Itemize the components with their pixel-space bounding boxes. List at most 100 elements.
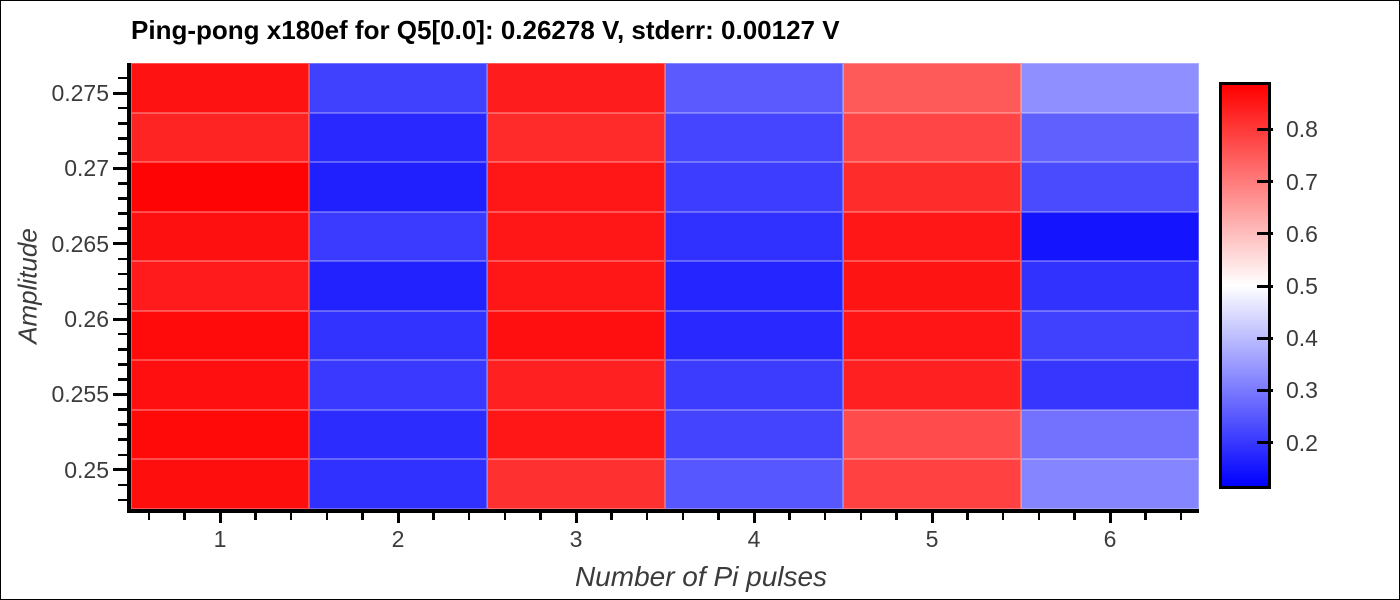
x-minor-tick	[859, 513, 863, 520]
heatmap-cell	[665, 310, 843, 361]
heatmap-cell	[131, 409, 309, 460]
y-minor-tick	[118, 287, 127, 291]
x-tick-label: 1	[213, 526, 227, 552]
heatmap-cell	[665, 409, 843, 460]
heatmap-cell	[309, 211, 487, 262]
y-minor-tick	[118, 332, 127, 336]
y-minor-tick	[118, 348, 127, 351]
heatmap-cell	[131, 63, 309, 113]
x-axis-title: Number of Pi pulses	[574, 561, 828, 592]
heatmap-cell	[665, 211, 843, 262]
heatmap-cell	[843, 211, 1021, 262]
y-tick-label: 0.25	[64, 456, 109, 483]
y-minor-tick	[118, 438, 127, 441]
heatmap-cell	[843, 162, 1021, 212]
colorbar-tick	[1257, 388, 1273, 392]
x-major-tick	[930, 513, 934, 523]
heatmap-cell	[1021, 310, 1199, 361]
x-minor-tick	[966, 513, 969, 520]
x-major-tick	[752, 513, 756, 523]
y-tick-label: 0.275	[51, 80, 109, 107]
y-tick-label: 0.27	[64, 155, 109, 182]
heatmap-cell	[1021, 63, 1199, 113]
y-minor-tick	[118, 76, 127, 80]
colorbar-tick	[1257, 180, 1273, 184]
y-minor-tick	[118, 363, 127, 366]
y-minor-tick	[118, 197, 127, 200]
heatmap-cell	[487, 63, 665, 113]
y-axis-spine	[127, 63, 131, 513]
x-major-tick	[1108, 513, 1112, 523]
y-major-tick	[113, 468, 127, 472]
x-minor-tick	[1001, 513, 1005, 520]
heatmap-cell	[131, 310, 309, 361]
x-axis-spine	[127, 509, 1199, 513]
heatmap-cell	[665, 112, 843, 163]
x-minor-tick	[183, 513, 186, 520]
heatmap-cell	[309, 360, 487, 410]
heatmap-cell	[1021, 409, 1199, 460]
x-minor-tick	[147, 513, 151, 520]
y-minor-tick	[118, 212, 127, 215]
heatmap-cell	[843, 261, 1021, 311]
heatmap-cell	[1021, 162, 1199, 212]
heatmap-cell	[309, 112, 487, 163]
y-tick-label: 0.255	[51, 381, 109, 408]
colorbar-tick-label: 0.3	[1286, 377, 1318, 404]
heatmap-cell	[131, 360, 309, 410]
x-minor-tick	[254, 513, 257, 520]
heatmap-cell	[309, 409, 487, 460]
y-minor-tick	[118, 137, 127, 140]
heatmap-cell	[487, 211, 665, 262]
x-tick-label: 6	[1103, 526, 1117, 552]
heatmap-cell	[1021, 261, 1199, 311]
y-major-tick	[113, 317, 127, 321]
colorbar-tick	[1257, 336, 1273, 340]
y-major-tick	[113, 392, 127, 396]
x-tick-label: 2	[391, 526, 405, 552]
x-tick-label: 5	[925, 526, 939, 552]
heatmap-cell	[1021, 360, 1199, 410]
colorbar-tick-label: 0.4	[1286, 325, 1318, 352]
x-minor-tick	[503, 513, 507, 520]
colorbar-tick	[1257, 441, 1273, 445]
x-minor-tick	[361, 513, 364, 520]
y-minor-tick	[118, 182, 127, 185]
heatmap-cell	[309, 459, 487, 509]
chart-title: Ping-pong x180ef for Q5[0.0]: 0.26278 V,…	[131, 15, 840, 45]
colorbar-tick-label: 0.2	[1286, 429, 1318, 456]
colorbar-tick	[1257, 127, 1273, 131]
colorbar-tick	[1257, 232, 1273, 236]
y-minor-tick	[118, 408, 127, 411]
heatmap-cell	[131, 112, 309, 163]
heatmap-cell	[665, 162, 843, 212]
x-minor-tick	[717, 513, 720, 520]
heatmap-cell	[843, 360, 1021, 410]
heatmap-cell	[131, 162, 309, 212]
colorbar-tick-label: 0.8	[1286, 116, 1318, 143]
y-minor-tick	[118, 106, 127, 110]
x-minor-tick	[895, 513, 898, 520]
x-minor-tick	[325, 513, 329, 520]
heatmap-cell	[1021, 211, 1199, 262]
y-tick-label: 0.26	[64, 306, 109, 333]
x-major-tick	[396, 513, 400, 523]
y-minor-tick	[118, 483, 127, 487]
heatmap-cell	[131, 459, 309, 509]
colorbar-tick	[1257, 284, 1273, 288]
colorbar-tick-label: 0.5	[1286, 273, 1318, 300]
heatmap-cell	[843, 112, 1021, 163]
heatmap-cell	[487, 360, 665, 410]
x-minor-tick	[539, 513, 542, 520]
x-minor-tick	[681, 513, 685, 520]
heatmap-cell	[131, 261, 309, 311]
y-minor-tick	[118, 423, 127, 426]
colorbar-tick-label: 0.7	[1286, 168, 1318, 195]
colorbar-tick-label: 0.6	[1286, 220, 1318, 247]
y-minor-tick	[118, 227, 127, 230]
y-minor-tick	[118, 498, 127, 502]
heatmap-cell	[131, 211, 309, 262]
y-major-tick	[113, 242, 127, 246]
heatmap-cell	[1021, 459, 1199, 509]
heatmap-cell	[843, 409, 1021, 460]
